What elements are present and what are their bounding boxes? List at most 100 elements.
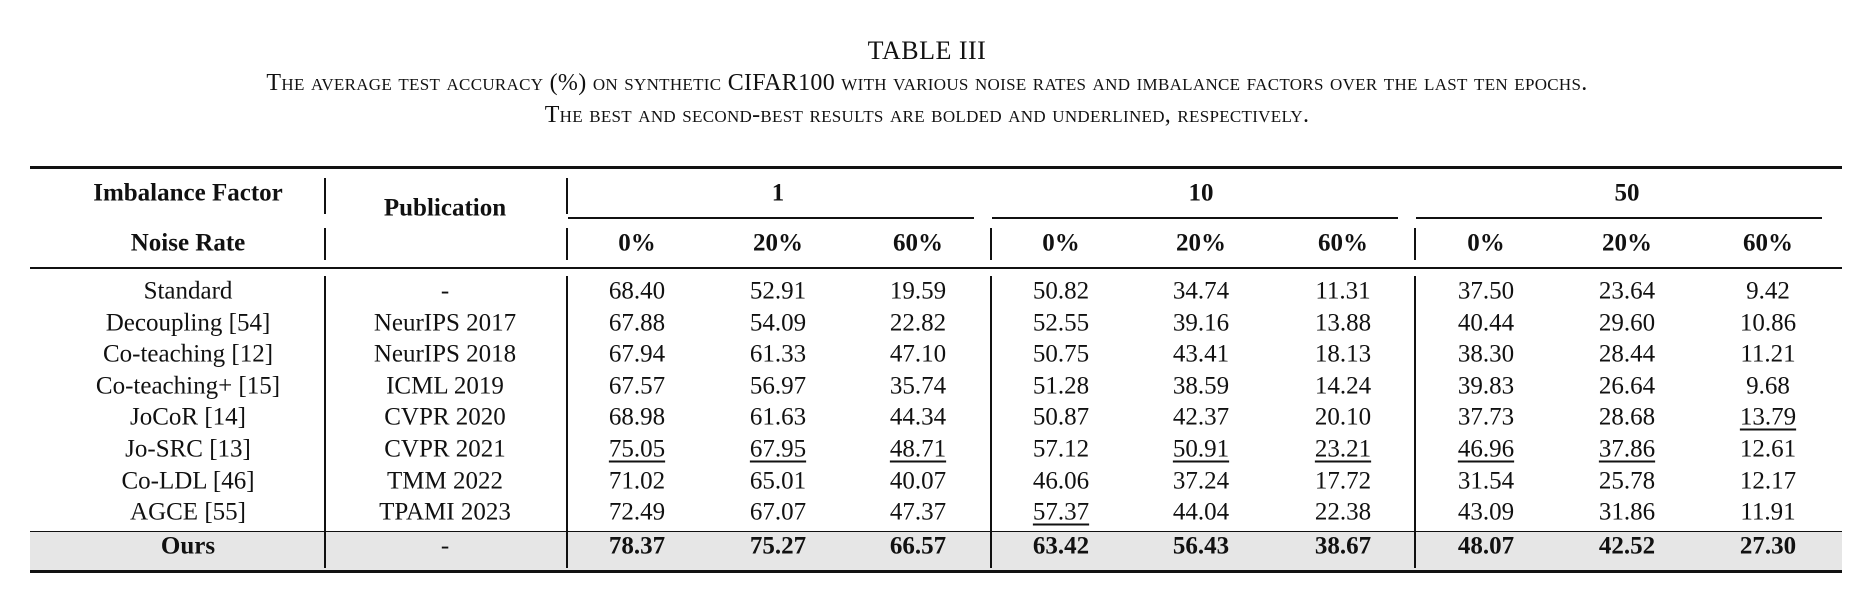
accuracy-cell: 17.72 xyxy=(1314,467,1372,495)
accuracy-cell: 25.78 xyxy=(1598,467,1656,495)
noise-rate-header: 0% xyxy=(1467,229,1505,257)
ours-accuracy-cell: 38.67 xyxy=(1314,532,1372,560)
method-name: Co-LDL [46] xyxy=(121,467,255,495)
accuracy-cell: 26.64 xyxy=(1598,372,1656,400)
accuracy-cell: 11.31 xyxy=(1315,277,1371,305)
ours-accuracy-cell: 63.42 xyxy=(1032,532,1090,560)
accuracy-cell: 43.09 xyxy=(1457,498,1515,526)
ours-method-name: Ours xyxy=(160,532,216,560)
imbalance-factor-50: 50 xyxy=(1614,179,1640,207)
method-name: Standard xyxy=(143,277,233,305)
accuracy-cell: 28.68 xyxy=(1598,403,1656,431)
accuracy-cell: 37.73 xyxy=(1457,403,1515,431)
noise-rate-header: 20% xyxy=(1176,229,1226,257)
accuracy-cell: 37.24 xyxy=(1172,467,1230,495)
accuracy-cell: 71.02 xyxy=(608,467,666,495)
accuracy-cell: 13.88 xyxy=(1314,309,1372,337)
accuracy-cell: 22.82 xyxy=(889,309,947,337)
column-divider xyxy=(324,276,326,568)
method-name: JoCoR [14] xyxy=(130,403,246,431)
accuracy-cell: 10.86 xyxy=(1739,309,1797,337)
ours-accuracy-cell: 66.57 xyxy=(889,532,947,560)
accuracy-cell: 50.75 xyxy=(1032,340,1090,368)
noise-rate-header: 60% xyxy=(1743,229,1793,257)
accuracy-cell: 51.28 xyxy=(1032,372,1090,400)
publication-venue: CVPR 2020 xyxy=(384,403,506,431)
accuracy-cell: 42.37 xyxy=(1172,403,1230,431)
publication-venue: ICML 2019 xyxy=(386,372,504,400)
table-title: TABLE III xyxy=(867,36,987,65)
accuracy-cell: 11.21 xyxy=(1740,340,1796,368)
accuracy-cell: 57.37 xyxy=(1032,498,1090,526)
ours-accuracy-cell: 78.37 xyxy=(608,532,666,560)
method-name: Co-teaching+ [15] xyxy=(95,372,281,400)
header-divider xyxy=(1414,228,1416,260)
accuracy-cell: 54.09 xyxy=(749,309,807,337)
imbalance-factor-label: Imbalance Factor xyxy=(93,179,283,207)
accuracy-cell: 11.91 xyxy=(1740,498,1796,526)
noise-rate-header: 20% xyxy=(753,229,803,257)
ours-publication: - xyxy=(440,532,450,560)
group-underline-1 xyxy=(568,217,974,219)
accuracy-cell: 43.41 xyxy=(1172,340,1230,368)
accuracy-cell: 67.88 xyxy=(608,309,666,337)
accuracy-cell: 75.05 xyxy=(608,435,666,463)
noise-rate-header: 0% xyxy=(1042,229,1080,257)
header-divider xyxy=(990,228,992,260)
accuracy-cell: 39.16 xyxy=(1172,309,1230,337)
noise-rate-header: 60% xyxy=(1318,229,1368,257)
accuracy-cell: 34.74 xyxy=(1172,277,1230,305)
column-divider xyxy=(566,276,568,568)
accuracy-cell: 12.61 xyxy=(1739,435,1797,463)
method-name: AGCE [55] xyxy=(130,498,246,526)
column-divider xyxy=(990,276,992,568)
table-mid-rule xyxy=(30,267,1842,269)
caption-line-2: The best and second-best results are bol… xyxy=(544,102,1310,128)
accuracy-cell: 23.21 xyxy=(1314,435,1372,463)
accuracy-cell: 44.34 xyxy=(889,403,947,431)
accuracy-cell: 61.33 xyxy=(749,340,807,368)
accuracy-cell: 52.55 xyxy=(1032,309,1090,337)
noise-rate-label: Noise Rate xyxy=(130,229,246,257)
column-divider xyxy=(1414,276,1416,568)
accuracy-cell: 46.06 xyxy=(1032,467,1090,495)
accuracy-cell: 50.82 xyxy=(1032,277,1090,305)
accuracy-cell: 50.87 xyxy=(1032,403,1090,431)
noise-rate-header: 60% xyxy=(893,229,943,257)
noise-rate-header: 20% xyxy=(1602,229,1652,257)
accuracy-cell: 50.91 xyxy=(1172,435,1230,463)
accuracy-cell: 67.95 xyxy=(749,435,807,463)
table-bottom-rule xyxy=(30,570,1842,573)
accuracy-cell: 57.12 xyxy=(1032,435,1090,463)
accuracy-cell: 9.68 xyxy=(1746,372,1790,400)
publication-venue: TMM 2022 xyxy=(387,467,503,495)
accuracy-cell: 47.10 xyxy=(889,340,947,368)
accuracy-cell: 22.38 xyxy=(1314,498,1372,526)
group-underline-50 xyxy=(1416,217,1822,219)
header-divider xyxy=(324,178,326,214)
imbalance-factor-10: 10 xyxy=(1188,179,1214,207)
accuracy-cell: 47.37 xyxy=(889,498,947,526)
accuracy-cell: 56.97 xyxy=(749,372,807,400)
accuracy-cell: 31.54 xyxy=(1457,467,1515,495)
publication-venue: TPAMI 2023 xyxy=(379,498,511,526)
ours-accuracy-cell: 48.07 xyxy=(1457,532,1515,560)
accuracy-cell: 40.07 xyxy=(889,467,947,495)
accuracy-cell: 19.59 xyxy=(889,277,947,305)
accuracy-cell: 13.79 xyxy=(1739,403,1797,431)
publication-venue: NeurIPS 2017 xyxy=(373,309,517,337)
method-name: Decoupling [54] xyxy=(105,309,271,337)
accuracy-cell: 9.42 xyxy=(1746,277,1790,305)
group-underline-10 xyxy=(992,217,1398,219)
accuracy-cell: 67.57 xyxy=(608,372,666,400)
accuracy-cell: 29.60 xyxy=(1598,309,1656,337)
accuracy-cell: 68.40 xyxy=(608,277,666,305)
accuracy-cell: 12.17 xyxy=(1739,467,1797,495)
accuracy-cell: 61.63 xyxy=(749,403,807,431)
method-name: Co-teaching [12] xyxy=(102,340,274,368)
accuracy-cell: 48.71 xyxy=(889,435,947,463)
imbalance-factor-1: 1 xyxy=(771,179,785,207)
publication-venue: - xyxy=(440,277,450,305)
accuracy-cell: 67.94 xyxy=(608,340,666,368)
method-name: Jo-SRC [13] xyxy=(125,435,251,463)
